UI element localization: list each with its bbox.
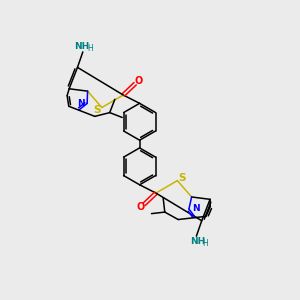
Text: S: S (93, 106, 101, 116)
Text: NH: NH (75, 42, 90, 51)
Text: O: O (135, 76, 143, 86)
Text: O: O (136, 202, 145, 212)
Text: H: H (202, 238, 208, 247)
Text: N: N (192, 204, 199, 213)
Text: S: S (178, 172, 186, 183)
Text: H: H (87, 44, 93, 52)
Text: NH: NH (190, 237, 205, 246)
Text: N: N (77, 99, 84, 108)
